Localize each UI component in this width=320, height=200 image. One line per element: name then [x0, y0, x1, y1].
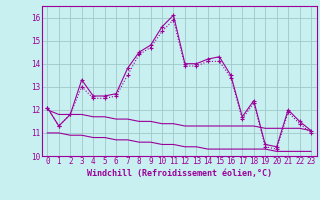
X-axis label: Windchill (Refroidissement éolien,°C): Windchill (Refroidissement éolien,°C) [87, 169, 272, 178]
